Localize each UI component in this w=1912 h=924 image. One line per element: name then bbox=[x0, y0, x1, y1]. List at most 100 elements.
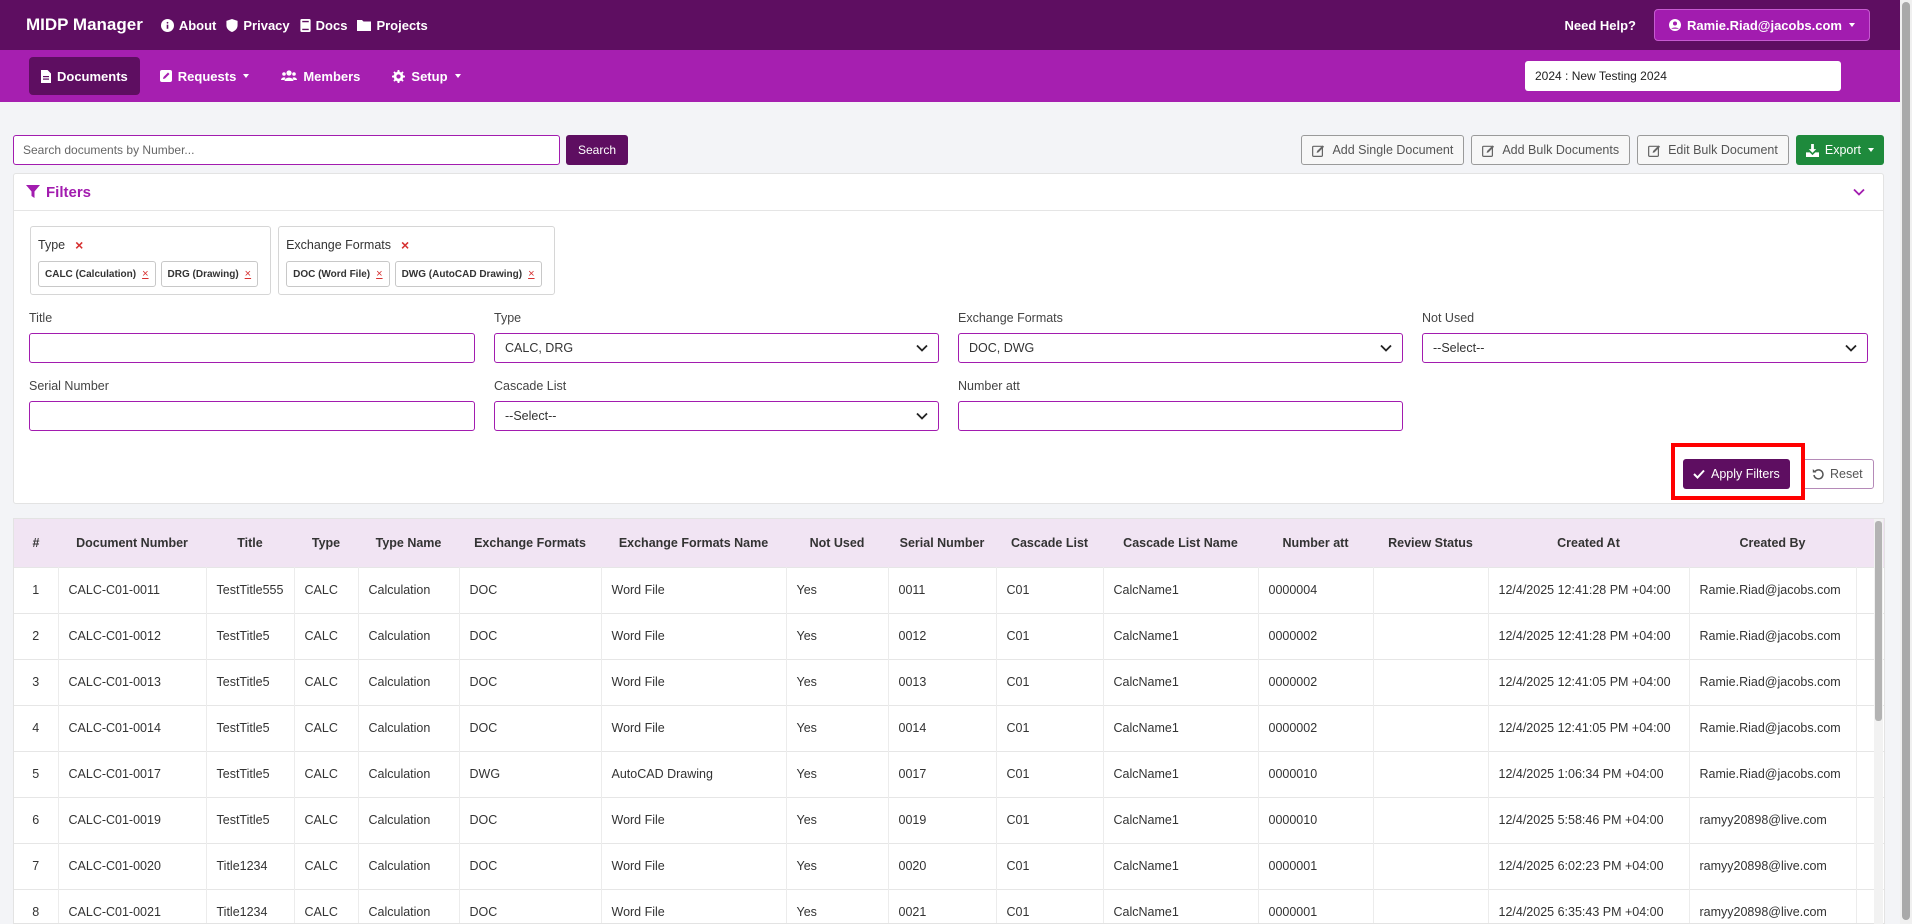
column-header[interactable]: Created At bbox=[1557, 535, 1620, 550]
app-brand[interactable]: MIDP Manager bbox=[26, 15, 143, 34]
table-row[interactable]: 7 CALC-C01-0020 Title1234 CALC Calculation DO… bbox=[14, 843, 1884, 889]
table-row[interactable]: 8 CALC-C01-0021 Title1234 CALC Calculation DO… bbox=[14, 889, 1884, 923]
book-icon bbox=[300, 18, 311, 32]
column-header[interactable]: # bbox=[32, 535, 40, 550]
table-cell: Yes bbox=[785, 751, 888, 797]
table-cell: Yes bbox=[785, 797, 888, 843]
table-cell: TestTitle5 bbox=[205, 613, 294, 659]
column-header[interactable]: Title bbox=[237, 535, 263, 550]
table-cell: 0020 bbox=[887, 843, 996, 889]
column-header[interactable]: Cascade List bbox=[1010, 535, 1089, 550]
remove-chip-icon[interactable]: × bbox=[142, 268, 149, 280]
reset-filters-button[interactable]: Reset bbox=[1801, 459, 1874, 489]
column-header[interactable]: Type Name bbox=[375, 535, 442, 550]
filter-chip: DOC (Word File) × bbox=[286, 261, 390, 287]
column-header[interactable]: Not Used bbox=[809, 535, 865, 550]
table-cell: 5 bbox=[32, 767, 40, 781]
table-row[interactable]: 5 CALC-C01-0017 TestTitle5 CALC Calculation D… bbox=[14, 751, 1884, 797]
column-header[interactable]: Created By bbox=[1739, 535, 1806, 550]
type-filter-select[interactable]: CALC, DRG bbox=[494, 333, 939, 363]
table-cell: CALC-C01-0011 bbox=[57, 567, 206, 613]
remove-chip-icon[interactable]: × bbox=[376, 268, 383, 280]
add-bulk-documents-button[interactable]: Add Bulk Documents bbox=[1471, 135, 1631, 165]
table-cell: Yes bbox=[785, 843, 888, 889]
column-header[interactable]: Type bbox=[311, 535, 341, 550]
apply-filters-button[interactable]: Apply Filters bbox=[1683, 459, 1790, 489]
table-cell: 8 bbox=[32, 905, 40, 920]
table-row[interactable]: 1 CALC-C01-0011 TestTitle555 CALC Calculatio… bbox=[14, 567, 1884, 613]
page-scrollbar-thumb[interactable] bbox=[1902, 2, 1910, 920]
table-cell: Word File bbox=[600, 705, 786, 751]
info-icon bbox=[160, 18, 174, 32]
table-cell: 12/4/2025 6:02:23 PM +04:00 bbox=[1487, 843, 1689, 889]
table-cell: C01 bbox=[995, 705, 1103, 751]
remove-chip-icon[interactable]: × bbox=[244, 268, 252, 280]
table-cell: CALC-C01-0020 bbox=[57, 843, 206, 889]
cascade-list-filter-select[interactable]: --Select-- bbox=[494, 401, 939, 431]
title-field-label: Title bbox=[29, 311, 53, 325]
table-cell: AutoCAD Drawing bbox=[600, 751, 786, 797]
document-search-input[interactable]: Search documents by Number... bbox=[13, 135, 560, 165]
table-cell: 0000001 bbox=[1257, 843, 1373, 889]
add-single-document-button[interactable]: Add Single Document bbox=[1301, 135, 1465, 165]
table-cell: 0000004 bbox=[1257, 567, 1373, 613]
highlight-box bbox=[1671, 443, 1805, 500]
column-header[interactable]: Exchange Formats Name bbox=[618, 535, 769, 550]
nav-requests[interactable]: Requests bbox=[148, 57, 262, 95]
table-cell bbox=[1372, 659, 1488, 705]
filters-title: Filters bbox=[46, 183, 92, 201]
table-cell: Yes bbox=[785, 889, 888, 923]
nav-setup[interactable]: Setup bbox=[380, 57, 472, 95]
table-cell: C01 bbox=[995, 613, 1103, 659]
table-cell: TestTitle555 bbox=[205, 567, 294, 613]
filter-icon bbox=[26, 185, 40, 198]
about-link[interactable]: About bbox=[160, 18, 216, 33]
folder-icon bbox=[357, 20, 372, 31]
number-att-filter-input[interactable] bbox=[958, 401, 1403, 431]
table-row[interactable]: 6 CALC-C01-0019 TestTitle5 CALC Calculation D… bbox=[14, 797, 1884, 843]
user-menu-button[interactable]: Ramie.Riad@jacobs.com bbox=[1653, 9, 1870, 41]
search-button[interactable]: Search bbox=[566, 135, 629, 165]
serial-number-filter-input[interactable] bbox=[29, 401, 475, 431]
documents-table: # Document Number Title Type Type Name Exchan… bbox=[13, 518, 1885, 924]
docs-link[interactable]: Docs bbox=[300, 18, 347, 33]
table-scrollbar-track[interactable] bbox=[1874, 519, 1883, 924]
column-header[interactable]: Exchange Formats bbox=[474, 535, 586, 550]
table-cell: Ramie.Riad@jacobs.com bbox=[1688, 567, 1856, 613]
privacy-link[interactable]: Privacy bbox=[226, 18, 290, 33]
table-cell: C01 bbox=[995, 843, 1103, 889]
filters-header[interactable]: Filters bbox=[14, 174, 1883, 211]
table-cell: CALC-C01-0014 bbox=[57, 705, 206, 751]
nav-documents[interactable]: Documents bbox=[29, 57, 140, 95]
column-header[interactable]: Number att bbox=[1282, 535, 1349, 550]
clear-type-filter-icon[interactable]: × bbox=[75, 237, 84, 253]
table-cell: CALC bbox=[293, 843, 358, 889]
table-cell: DOC bbox=[458, 843, 601, 889]
table-cell: CalcName1 bbox=[1102, 843, 1258, 889]
edit-bulk-document-button[interactable]: Edit Bulk Document bbox=[1637, 135, 1789, 165]
table-row[interactable]: 3 CALC-C01-0013 TestTitle5 CALC Calculation D… bbox=[14, 659, 1884, 705]
column-header[interactable]: Serial Number bbox=[899, 535, 985, 550]
column-header[interactable]: Cascade List Name bbox=[1123, 535, 1238, 550]
table-cell: DOC bbox=[458, 659, 601, 705]
remove-chip-icon[interactable]: × bbox=[528, 268, 535, 280]
column-header[interactable]: Document Number bbox=[76, 535, 188, 550]
table-cell: CalcName1 bbox=[1102, 567, 1258, 613]
chevron-down-icon[interactable] bbox=[1853, 188, 1865, 196]
table-scrollbar-thumb[interactable] bbox=[1875, 521, 1882, 721]
title-filter-input[interactable] bbox=[29, 333, 475, 363]
project-selector[interactable]: 2024 : New Testing 2024 bbox=[1525, 61, 1841, 91]
export-button[interactable]: Export bbox=[1795, 135, 1884, 165]
clear-exchange-formats-filter-icon[interactable]: × bbox=[401, 237, 410, 253]
table-row[interactable]: 4 CALC-C01-0014 TestTitle5 CALC Calculation D… bbox=[14, 705, 1884, 751]
not-used-filter-select[interactable]: --Select-- bbox=[1422, 333, 1868, 363]
projects-link[interactable]: Projects bbox=[357, 18, 428, 33]
table-row[interactable]: 2 CALC-C01-0012 TestTitle5 CALC Calculation D… bbox=[14, 613, 1884, 659]
column-header[interactable]: Review Status bbox=[1388, 535, 1473, 550]
need-help-link[interactable]: Need Help? bbox=[1564, 17, 1636, 33]
nav-members[interactable]: Members bbox=[269, 57, 372, 95]
table-cell: Ramie.Riad@jacobs.com bbox=[1688, 613, 1856, 659]
table-cell: 0000001 bbox=[1257, 889, 1373, 923]
exchange-formats-filter-select[interactable]: DOC, DWG bbox=[958, 333, 1403, 363]
table-cell: Word File bbox=[600, 797, 786, 843]
